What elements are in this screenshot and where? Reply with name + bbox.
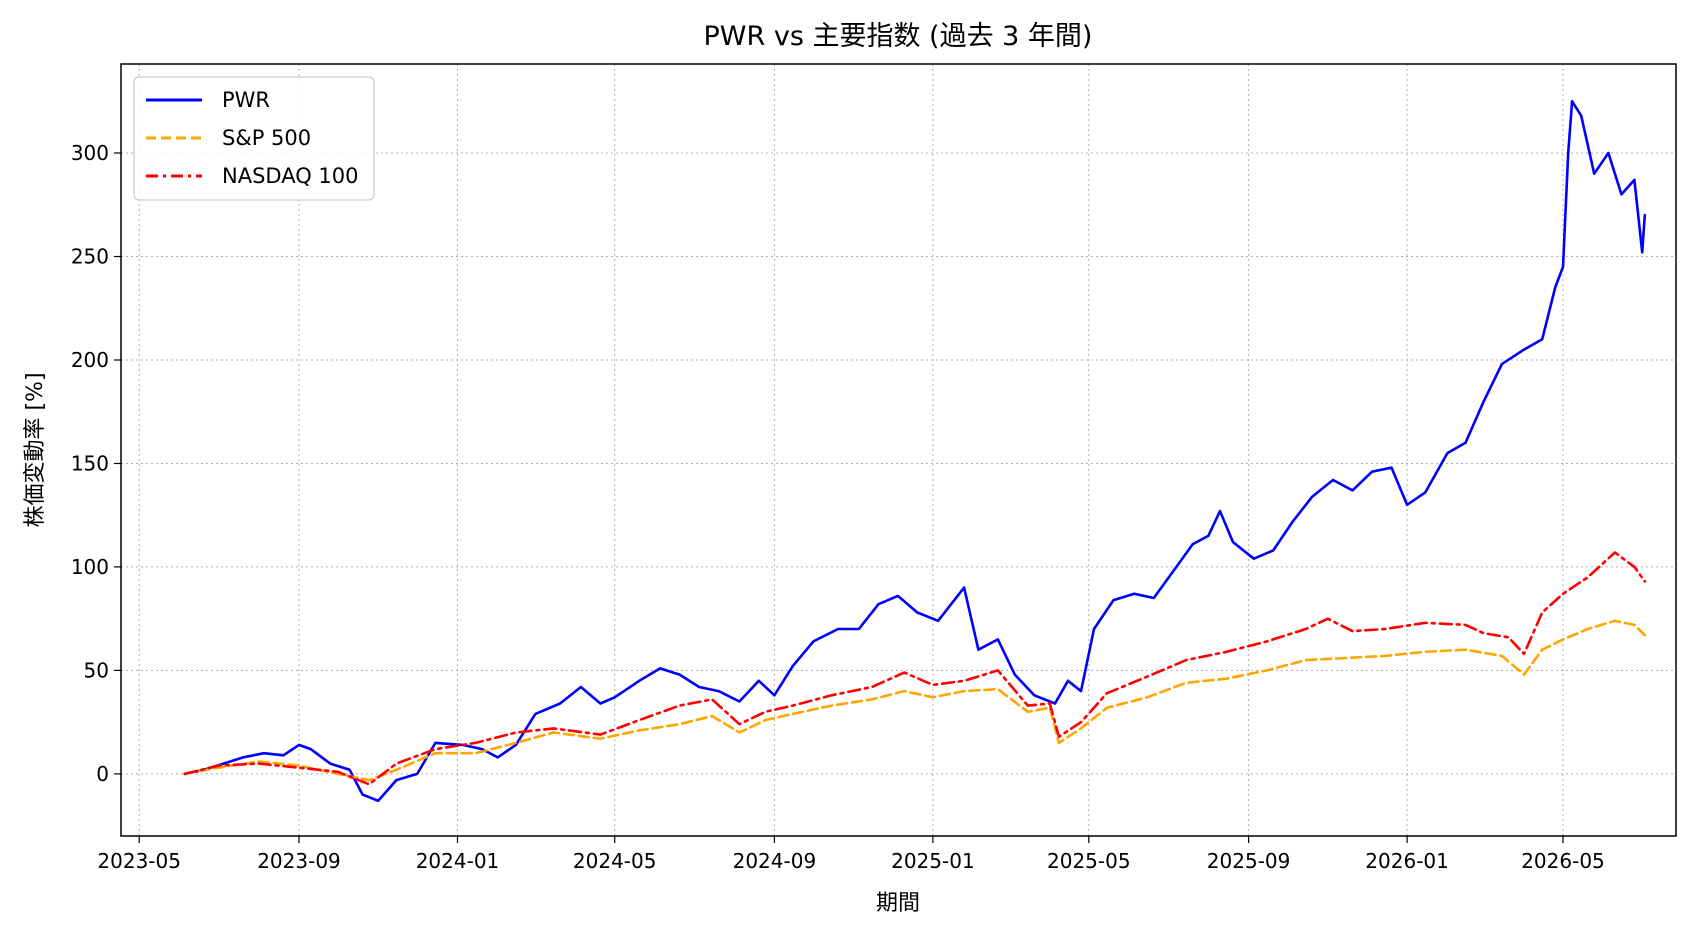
x-tick-label: 2024-05 <box>573 849 657 873</box>
legend-label-pwr: PWR <box>222 88 270 112</box>
x-tick-label: 2025-01 <box>891 849 975 873</box>
y-axis-label: 株価変動率 [%] <box>23 372 48 527</box>
x-tick-label: 2023-05 <box>97 849 181 873</box>
x-tick-label: 2026-01 <box>1365 849 1449 873</box>
series-line-1 <box>183 619 1647 782</box>
series-lines <box>183 100 1647 803</box>
plot-frame <box>120 63 1677 837</box>
y-tick-label: 250 <box>71 245 109 269</box>
legend: PWR S&P 500 NASDAQ 100 <box>133 76 375 201</box>
series-line-0 <box>183 100 1647 803</box>
x-tick-label: 2024-01 <box>416 849 500 873</box>
x-tick-label: 2025-09 <box>1207 849 1291 873</box>
x-tick-label: 2024-09 <box>733 849 817 873</box>
x-tick-label: 2026-05 <box>1521 849 1605 873</box>
y-tick-label: 150 <box>71 452 109 476</box>
series-line-2 <box>183 551 1647 786</box>
axis-ticks: 2023-05 2023-09 2024-01 2024-05 2024-09 2025-… <box>71 141 1605 873</box>
chart-title: PWR vs 主要指数 (過去 3 年間) <box>704 21 1093 52</box>
y-tick-label: 100 <box>71 555 109 579</box>
y-tick-label: 0 <box>96 762 109 786</box>
y-tick-label: 50 <box>84 658 109 682</box>
x-tick-label: 2025-05 <box>1047 849 1131 873</box>
x-tick-label: 2023-09 <box>257 849 341 873</box>
grid <box>121 64 1676 836</box>
legend-box <box>133 76 375 201</box>
y-tick-label: 300 <box>71 141 109 165</box>
legend-label-sp500: S&P 500 <box>222 126 311 150</box>
legend-label-nasdaq100: NASDAQ 100 <box>222 164 359 188</box>
x-axis-label: 期間 <box>876 891 920 916</box>
y-tick-label: 200 <box>71 348 109 372</box>
